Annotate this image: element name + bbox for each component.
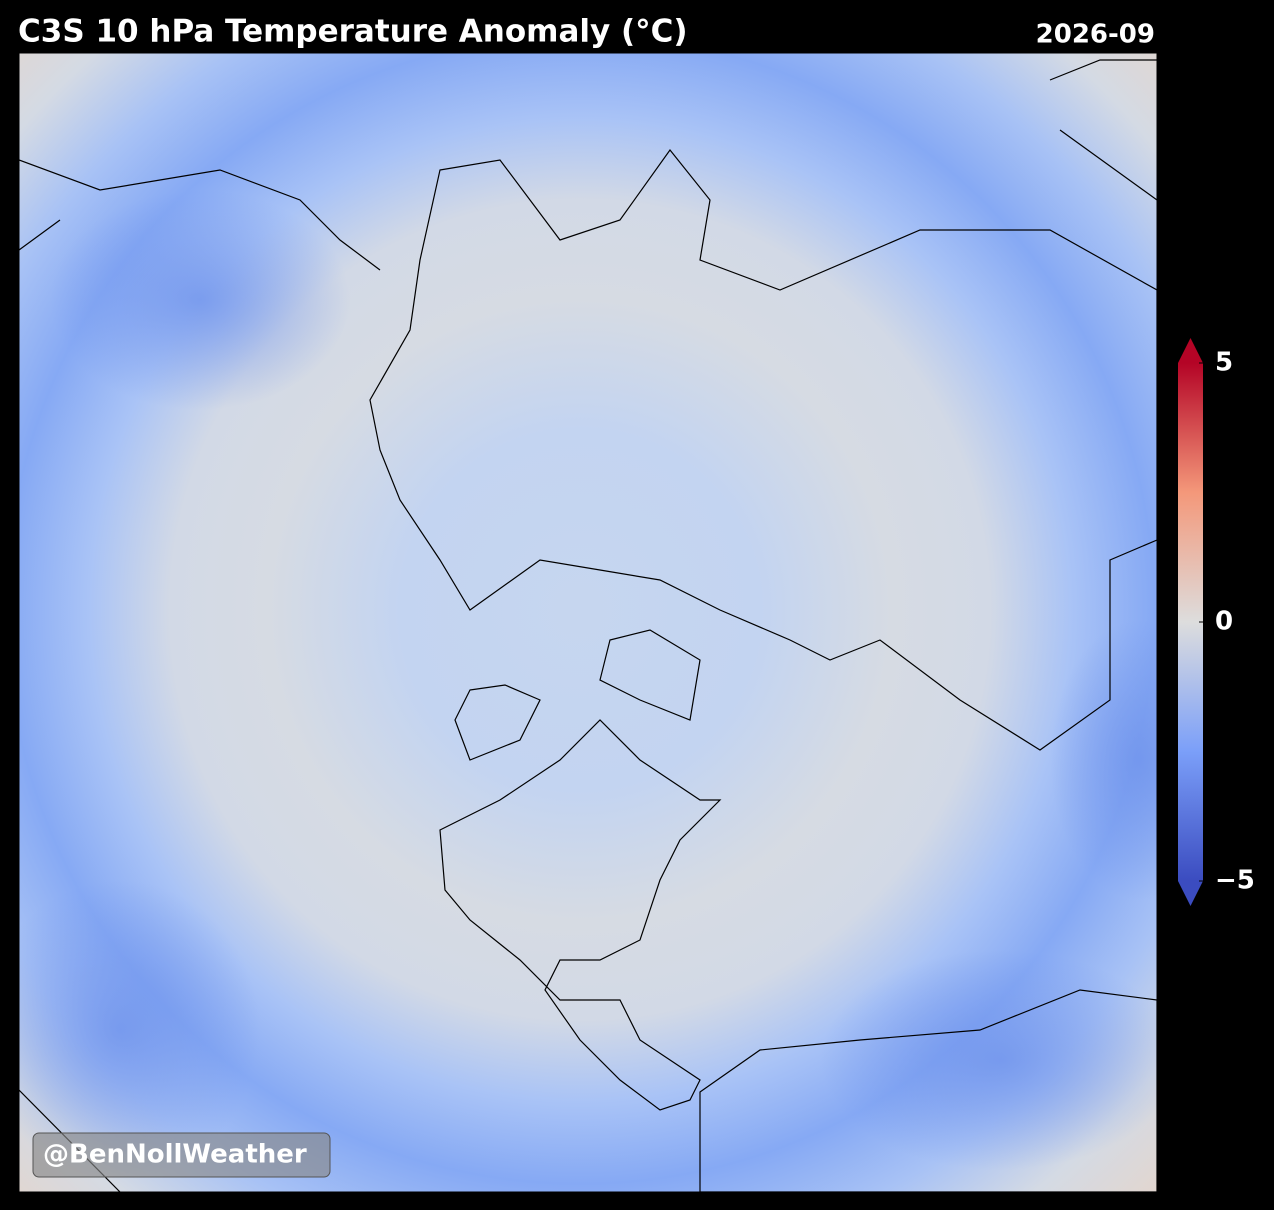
colorbar-extend-max [1178, 338, 1203, 363]
title: C3S 10 hPa Temperature Anomaly (°C) [18, 14, 688, 50]
map-frame [18, 52, 1158, 1193]
date: 2026-09 [1036, 20, 1155, 50]
watermark: @BenNollWeather [43, 1140, 307, 1170]
anomaly-blob [1050, 620, 1157, 900]
colorbar-extend-min [1178, 881, 1203, 906]
colorbar-tick-label: 5 [1215, 348, 1233, 378]
anomaly-blob [50, 190, 350, 410]
anomaly-blob [820, 950, 1157, 1170]
watermark-box [32, 1132, 331, 1178]
map [19, 53, 1157, 1192]
colorbar: −5 0 5 [1178, 338, 1255, 906]
colorbar-tick-label: −5 [1215, 866, 1255, 896]
colorbar-scale [1178, 363, 1203, 881]
anomaly-blob [19, 880, 260, 1180]
coastlines [19, 59, 1157, 1192]
colorbar-tick-label: 0 [1215, 607, 1233, 637]
